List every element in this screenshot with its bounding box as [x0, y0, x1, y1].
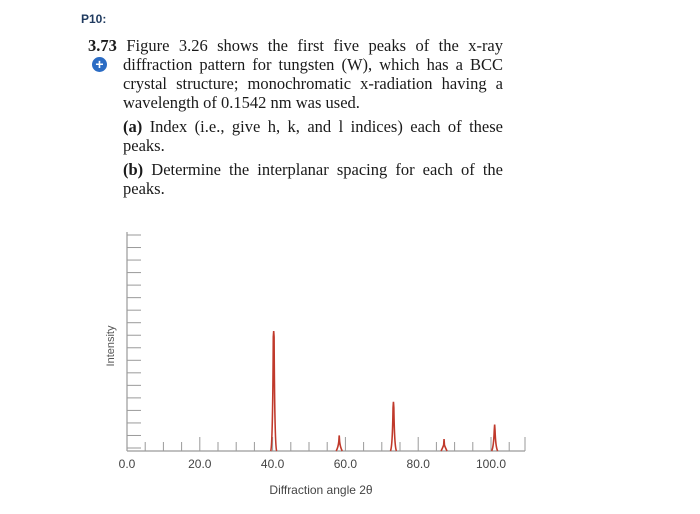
x-tick-label: 100.0: [476, 457, 506, 471]
problem-intro: 3.73 Figure 3.26 shows the first five pe…: [88, 36, 503, 112]
problem-intro-text: Figure 3.26 shows the first five peaks o…: [123, 36, 504, 112]
x-tick-label: 80.0: [407, 457, 431, 471]
y-axis: [126, 232, 141, 451]
diffraction-peak: [335, 435, 343, 452]
page-label: P10:: [81, 12, 107, 26]
x-tick-label: 0.0: [119, 457, 136, 471]
problem-number: 3.73: [88, 36, 117, 55]
diffraction-peak: [490, 424, 499, 452]
x-tick-label: 60.0: [334, 457, 358, 471]
part-b: (b) Determine the interplanar spacing fo…: [88, 160, 503, 198]
diffraction-chart: 0.0 20.0 40.0 60.0 80.0 100.0 Intensity Diffr…: [105, 232, 526, 497]
x-tick-label: 40.0: [261, 457, 285, 471]
part-a-label: (a): [123, 117, 143, 136]
part-b-label: (b): [123, 160, 144, 179]
part-a: (a) Index (i.e., give h, k, and l indice…: [88, 117, 503, 155]
diffraction-peak: [269, 330, 278, 452]
diffraction-peak: [389, 401, 398, 452]
x-axis: [126, 437, 526, 452]
diffraction-peak: [440, 438, 448, 452]
x-axis-label: Diffraction angle 2θ: [269, 483, 373, 497]
part-a-text: Index (i.e., give h, k, and l indices) e…: [123, 117, 504, 155]
peaks-layer: [269, 330, 499, 452]
x-tick-label: 20.0: [188, 457, 212, 471]
part-b-text: Determine the interplanar spacing for ea…: [123, 160, 503, 198]
x-tick-labels: 0.0 20.0 40.0 60.0 80.0 100.0: [119, 457, 507, 471]
problem-block: 3.73 Figure 3.26 shows the first five pe…: [88, 36, 503, 198]
plus-circle-icon[interactable]: +: [92, 57, 107, 72]
y-axis-label: Intensity: [105, 325, 117, 366]
